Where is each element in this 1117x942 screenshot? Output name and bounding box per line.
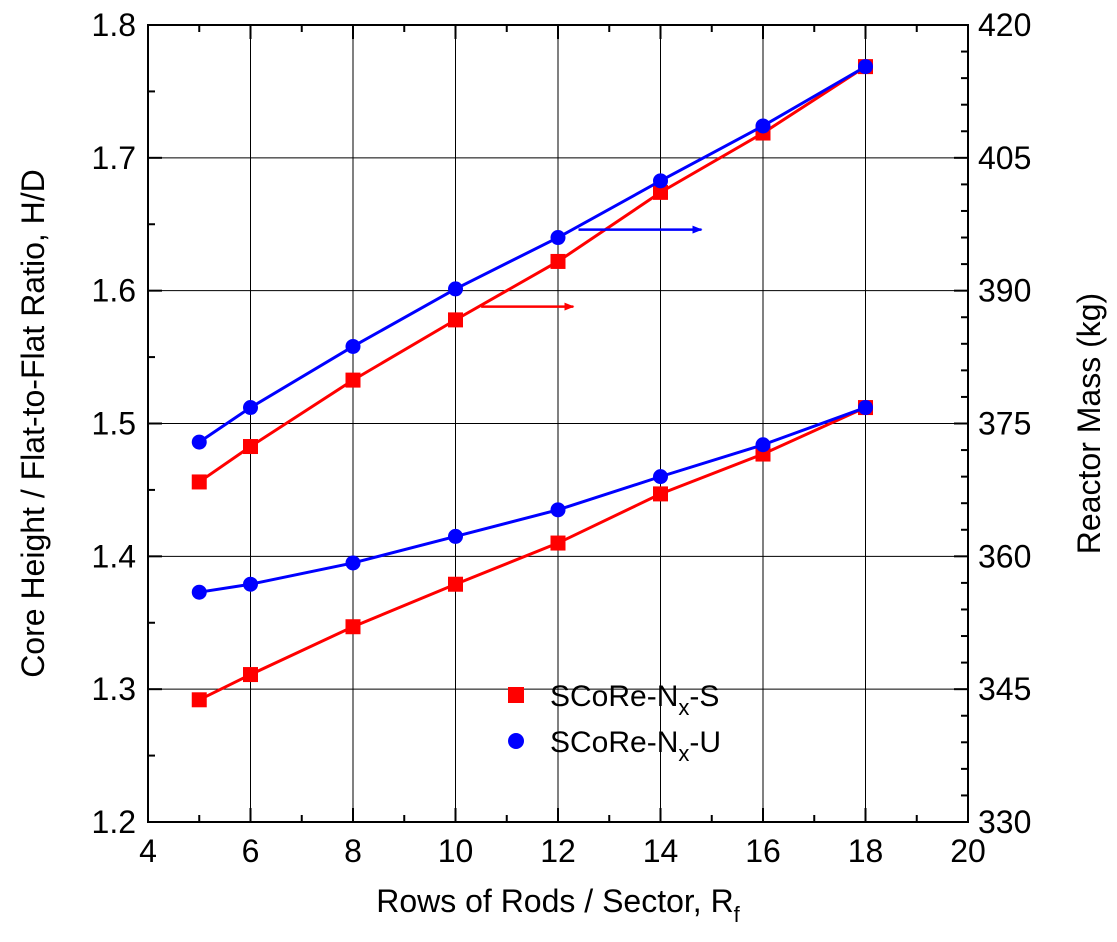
- legend-marker-square: [508, 687, 524, 703]
- data-point-square: [448, 312, 463, 328]
- data-point-circle: [550, 502, 566, 518]
- data-point-square: [191, 474, 207, 490]
- legend-label-s-prefix: SCoRe-N: [550, 680, 678, 713]
- y-left-tick-label: 1.7: [92, 140, 136, 176]
- legend-label-u-prefix: SCoRe-N: [550, 726, 678, 759]
- y-left-tick-label: 1.2: [92, 804, 136, 840]
- legend-label-u-suffix: -U: [689, 726, 721, 759]
- x-axis-title: Rows of Rods / Sector, Rf: [376, 883, 740, 927]
- y-right-tick-label: 345: [978, 671, 1031, 707]
- x-axis-title-main: Rows of Rods / Sector, R: [376, 883, 733, 919]
- y-right-tick-label: 405: [978, 140, 1031, 176]
- legend: SCoRe-Nx-S SCoRe-Nx-U: [508, 680, 721, 766]
- data-point-circle: [243, 576, 258, 592]
- plot-frame: [147, 24, 969, 823]
- data-point-circle: [243, 400, 258, 416]
- y-right-tick-label: 420: [978, 7, 1031, 43]
- x-tick-label: 18: [848, 833, 884, 869]
- data-point-square: [243, 439, 258, 455]
- x-tick-label: 16: [745, 833, 781, 869]
- series-line-s-right: [198, 65, 867, 484]
- y-right-tick-label: 330: [978, 804, 1031, 840]
- data-point-circle: [191, 434, 207, 450]
- y-left-tick-label: 1.4: [92, 538, 136, 574]
- data-point-circle: [755, 437, 771, 453]
- y-left-tick-label: 1.8: [92, 7, 136, 43]
- y-left-tick-label: 1.6: [92, 273, 136, 309]
- data-point-circle: [755, 118, 771, 134]
- y-right-tick-label: 360: [978, 538, 1031, 574]
- data-point-square: [653, 486, 668, 502]
- data-point-square: [448, 576, 463, 592]
- data-point-square: [550, 535, 566, 551]
- data-point-circle: [550, 230, 566, 246]
- x-tick-label: 20: [950, 833, 986, 869]
- x-tick-label: 12: [540, 833, 576, 869]
- data-point-square: [345, 372, 361, 388]
- x-tick-label: 6: [242, 833, 260, 869]
- data-point-circle: [653, 469, 668, 485]
- x-tick-label: 4: [139, 833, 157, 869]
- data-point-circle: [858, 400, 873, 416]
- series-layer: [191, 59, 873, 708]
- legend-label-s: SCoRe-Nx-S: [550, 680, 719, 720]
- annotation-layer: [481, 225, 703, 311]
- data-point-circle: [191, 584, 207, 600]
- data-point-circle: [345, 338, 361, 354]
- data-point-circle: [345, 555, 361, 571]
- y-axis-title-right: Reactor Mass (kg): [1071, 293, 1107, 554]
- data-point-square: [550, 253, 566, 269]
- data-point-square: [191, 692, 207, 708]
- y-right-tick-label: 375: [978, 406, 1031, 442]
- y-axis-title-left: Core Height / Flat-to-Flat Ratio, H/D: [15, 169, 51, 678]
- series-line-s-left: [198, 406, 867, 702]
- legend-label-s-suffix: -S: [689, 680, 719, 713]
- tick-labels: 4 6 8 10 12 14 16 18 20 1.2 1.3 1.4 1.5 1.6 1.7 1.8 330 3…: [92, 7, 1032, 869]
- x-axis-title-subscript: f: [734, 902, 741, 927]
- y-right-tick-label: 390: [978, 273, 1031, 309]
- data-point-square: [243, 667, 258, 683]
- series-line-u-right: [198, 65, 867, 444]
- data-point-square: [653, 184, 668, 200]
- data-point-circle: [653, 173, 668, 189]
- series-line-u-left: [199, 406, 867, 594]
- y-left-tick-label: 1.3: [92, 671, 136, 707]
- data-point-circle: [448, 281, 463, 297]
- data-point-circle: [448, 528, 463, 544]
- legend-label-s-sub: x: [678, 695, 689, 720]
- data-point-circle: [858, 59, 873, 75]
- legend-label-u-sub: x: [678, 741, 689, 766]
- y-left-tick-label: 1.5: [92, 406, 136, 442]
- x-tick-label: 14: [643, 833, 679, 869]
- x-tick-label: 10: [438, 833, 474, 869]
- x-tick-label: 8: [344, 833, 362, 869]
- legend-label-u: SCoRe-Nx-U: [550, 726, 721, 766]
- legend-marker-circle: [508, 733, 524, 749]
- data-point-square: [345, 619, 361, 635]
